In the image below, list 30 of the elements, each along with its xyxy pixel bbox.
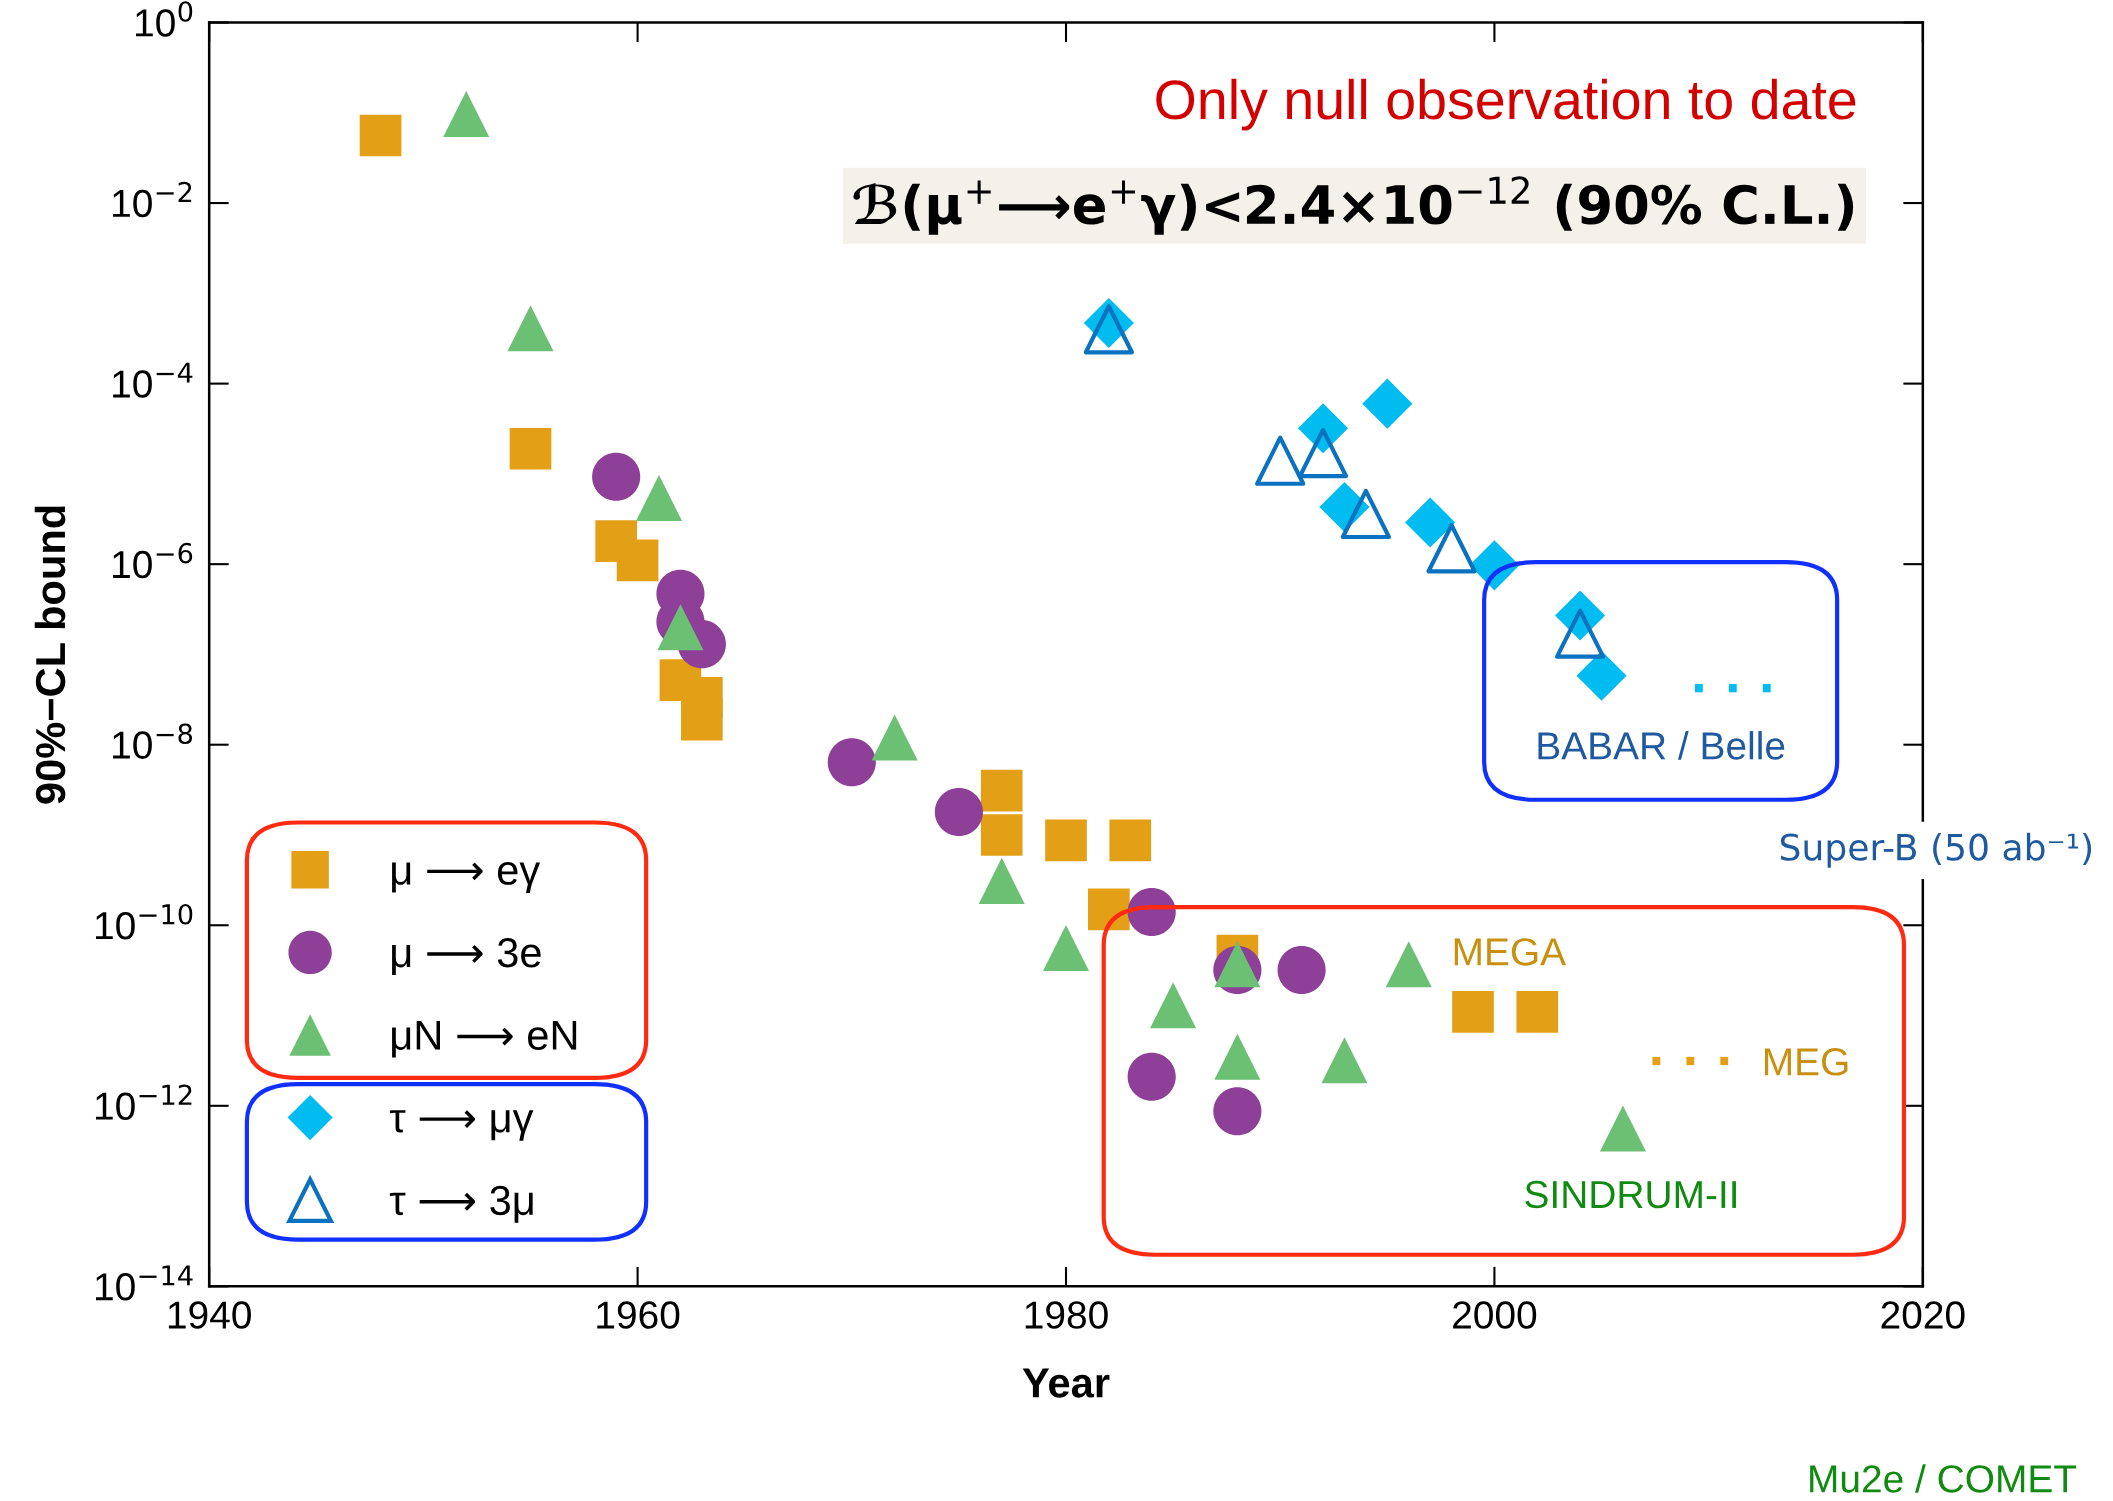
legend-label: μ ⟶ 3e: [392, 937, 541, 976]
y-tick-label: 10$^{−14}$: [95, 1265, 193, 1301]
legend-label: τ ⟶ μγ: [389, 1110, 534, 1141]
x-tick-label: 1960: [597, 1301, 680, 1329]
y-tick-label: 10$^{0}$: [136, 1, 193, 37]
y-tick-label: 10$^{−12}$: [95, 1084, 192, 1120]
annotation: ℬ(μ$^{+}$⟶e$^{+}$γ)<2.4×10$^{−12}$ (90% C.L.): [853, 176, 1854, 235]
x-axis-title: Year: [1022, 1368, 1110, 1398]
y-axis-title: 90%−CL bound: [34, 506, 66, 804]
x-tick-label: 1940: [168, 1301, 251, 1329]
annotation: · · ·: [1694, 684, 1771, 693]
legend-label: τ ⟶ 3μ: [389, 1185, 533, 1223]
x-tick-label: 1980: [1025, 1301, 1108, 1329]
annotation: Only null observation to date: [1156, 78, 1856, 131]
y-tick-label: 10$^{−10}$: [95, 903, 193, 940]
x-tick-label: 2020: [1881, 1301, 1965, 1329]
y-tick-label: 10$^{−4}$: [113, 362, 193, 398]
text: Mu2e / COMET: [1810, 1464, 2077, 1493]
annotation: MEGA: [1454, 938, 1567, 966]
annotation: SINDRUM-II: [1525, 1180, 1736, 1209]
annotation: · · ·: [1652, 1056, 1729, 1066]
annotation: MEG: [1764, 1048, 1848, 1076]
x-tick-label: 2000: [1453, 1301, 1537, 1329]
y-tick-label: 10$^{−8}$: [113, 723, 193, 759]
y-tick-label: 10$^{−6}$: [113, 542, 193, 579]
annotation: BABAR / Belle: [1538, 731, 1785, 760]
y-tick-label: 10$^{−2}$: [113, 181, 192, 218]
legend-label: μ ⟶ eγ: [392, 862, 541, 894]
legend-label: μN ⟶ eN: [392, 1020, 577, 1058]
annotation: Super-B (50 ab⁻¹): [1780, 832, 2092, 868]
